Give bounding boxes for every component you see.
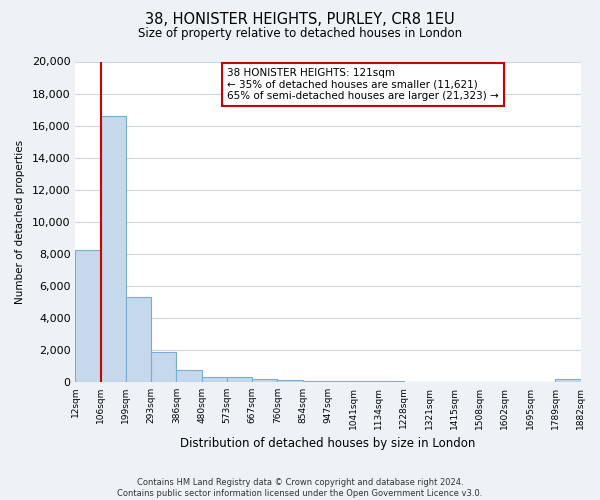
Bar	[252, 380, 277, 382]
Bar	[202, 377, 227, 382]
Bar	[126, 297, 151, 382]
Bar	[76, 250, 101, 382]
Text: 38 HONISTER HEIGHTS: 121sqm
← 35% of detached houses are smaller (11,621)
65% of: 38 HONISTER HEIGHTS: 121sqm ← 35% of det…	[227, 68, 499, 101]
Text: 38, HONISTER HEIGHTS, PURLEY, CR8 1EU: 38, HONISTER HEIGHTS, PURLEY, CR8 1EU	[145, 12, 455, 28]
Bar	[227, 378, 252, 382]
Text: Size of property relative to detached houses in London: Size of property relative to detached ho…	[138, 28, 462, 40]
Bar	[303, 381, 328, 382]
Y-axis label: Number of detached properties: Number of detached properties	[15, 140, 25, 304]
Bar	[151, 352, 176, 382]
Bar	[555, 380, 581, 382]
Bar	[277, 380, 303, 382]
Text: Contains HM Land Registry data © Crown copyright and database right 2024.
Contai: Contains HM Land Registry data © Crown c…	[118, 478, 482, 498]
X-axis label: Distribution of detached houses by size in London: Distribution of detached houses by size …	[180, 437, 476, 450]
Bar	[176, 370, 202, 382]
Bar	[101, 116, 126, 382]
